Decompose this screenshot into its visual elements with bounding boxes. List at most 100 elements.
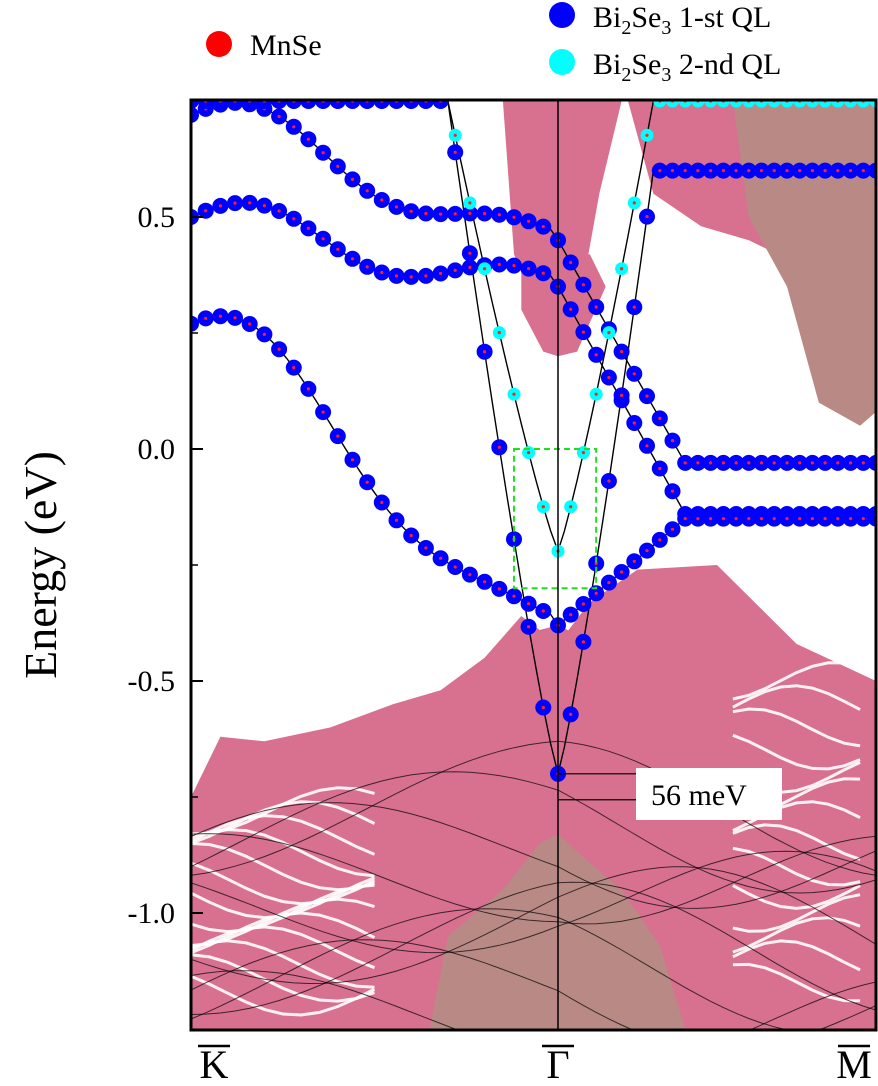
mnse-weight-point	[512, 215, 516, 219]
band-point	[285, 100, 302, 109]
mnse-weight-point	[527, 451, 531, 455]
mnse-weight-point	[468, 211, 472, 215]
mnse-weight-point	[581, 283, 586, 287]
mnse-weight-point	[836, 461, 840, 465]
mnse-weight-point	[798, 517, 802, 521]
band-point	[742, 100, 756, 108]
mnse-weight-point	[620, 350, 624, 354]
mnse-weight-point	[683, 169, 687, 173]
mnse-weight-point	[594, 392, 598, 396]
plot-area	[191, 100, 876, 1030]
k-point-label: M	[836, 1042, 872, 1086]
mnse-weight-point	[365, 480, 369, 484]
gap-label: 56 meV	[651, 779, 747, 812]
mnse-weight-point	[709, 517, 713, 521]
band-point	[868, 510, 876, 527]
mnse-weight-point	[836, 169, 840, 173]
bulk-region	[499, 625, 597, 705]
band-point	[344, 100, 361, 109]
mnse-weight-point	[248, 201, 252, 205]
mnse-weight-point	[632, 559, 636, 563]
band-points	[191, 100, 876, 782]
mnse-weight-point	[607, 375, 611, 380]
bulk-striation	[191, 828, 375, 878]
mnse-weight-point	[747, 169, 751, 173]
mnse-weight-point	[696, 169, 700, 173]
mnse-weight-point	[365, 189, 369, 193]
band-point	[793, 100, 807, 108]
mnse-weight-point	[541, 505, 545, 509]
mnse-weight-point	[607, 479, 611, 483]
mnse-weight-point	[823, 461, 827, 465]
mnse-weight-point	[380, 198, 384, 202]
mnse-weight-point	[409, 275, 413, 279]
band-point	[869, 100, 876, 108]
mnse-weight-point	[248, 322, 252, 326]
mnse-weight-point	[759, 169, 764, 173]
mnse-weight-point	[785, 461, 789, 465]
mnse-weight-point	[569, 307, 573, 311]
bulk-continuum	[191, 101, 876, 1029]
mnse-weight-point	[453, 150, 457, 154]
mnse-weight-point	[468, 573, 472, 577]
band-point	[844, 100, 858, 108]
band-point	[191, 100, 199, 109]
mnse-weight-point	[594, 305, 598, 309]
mnse-weight-point	[581, 640, 586, 644]
band-point	[653, 100, 667, 108]
mnse-weight-point	[306, 226, 310, 230]
mnse-weight-point	[218, 314, 222, 318]
band-point	[271, 100, 288, 109]
y-tick-label: 0.5	[138, 201, 176, 234]
mnse-weight-point	[424, 546, 428, 550]
mnse-weight-point	[683, 461, 687, 465]
mnse-weight-point	[468, 251, 472, 255]
mnse-weight-point	[424, 211, 428, 216]
mnse-weight-point	[581, 330, 586, 334]
mnse-weight-point	[541, 705, 545, 710]
bulk-region	[191, 565, 876, 1029]
bulk-striation	[732, 939, 861, 972]
legend-label-2nd-ql: Bi2Se3 2-nd QL	[593, 48, 781, 86]
bulk-striation	[191, 911, 376, 955]
mnse-weight-point	[409, 533, 413, 538]
mnse-weight-point	[620, 570, 624, 574]
mnse-weight-point	[336, 434, 340, 438]
mnse-weight-point	[670, 527, 675, 531]
band-point	[868, 454, 876, 471]
band-point	[241, 100, 258, 109]
mnse-weight-point	[394, 205, 399, 209]
mnse-weight-point	[594, 591, 598, 595]
band-point	[373, 100, 390, 109]
band-point	[691, 100, 705, 108]
mnse-weight-point	[772, 461, 776, 465]
band-point	[805, 100, 819, 108]
mnse-weight-point	[823, 169, 827, 173]
mnse-weight-point	[810, 461, 815, 465]
mnse-weight-point	[709, 169, 713, 173]
mnse-weight-point	[747, 461, 751, 465]
mnse-weight-point	[453, 565, 457, 569]
mnse-weight-point	[233, 316, 237, 320]
mnse-weight-point	[620, 267, 624, 271]
band-point	[767, 100, 781, 108]
mnse-weight-point	[262, 332, 266, 336]
mnse-weight-point	[658, 466, 662, 471]
legend-marker-1st-ql	[549, 2, 575, 28]
band-point	[191, 315, 199, 332]
band-point	[729, 100, 743, 108]
band-point	[432, 100, 449, 109]
band-point	[780, 100, 794, 108]
mnse-weight-point	[512, 392, 516, 396]
bulk-striation	[191, 953, 375, 1003]
mnse-weight-point	[683, 517, 687, 521]
bulk-region	[502, 101, 622, 310]
mnse-weight-point	[527, 602, 531, 606]
bulk-striation	[191, 861, 376, 906]
gap-label-box	[636, 768, 782, 820]
bulk-striation	[732, 684, 861, 711]
band-point	[388, 100, 405, 109]
mnse-weight-point	[365, 265, 369, 269]
mnse-weight-point	[581, 602, 586, 606]
mnse-weight-point	[380, 500, 384, 505]
